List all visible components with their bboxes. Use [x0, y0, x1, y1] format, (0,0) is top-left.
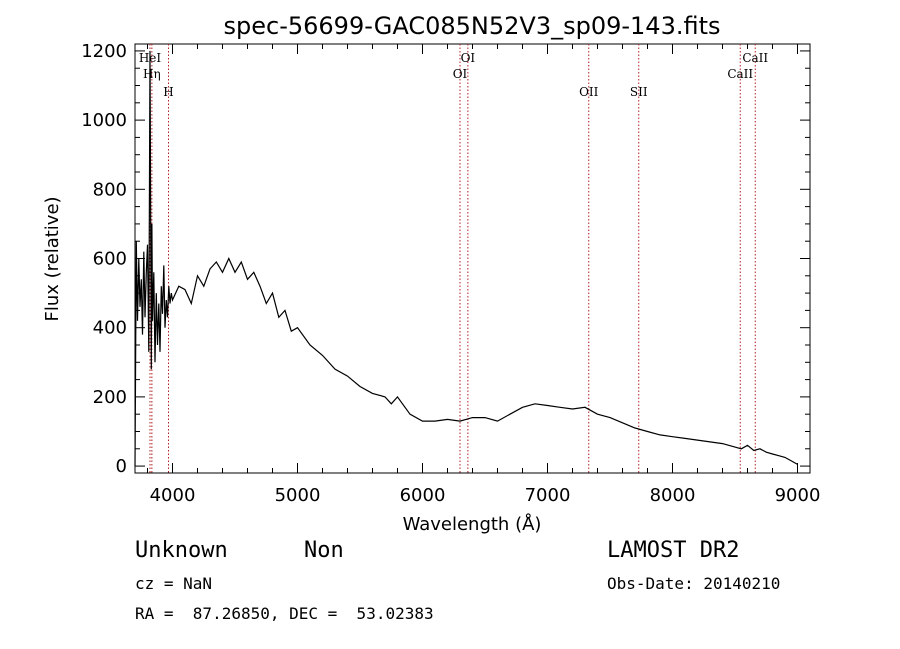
- spectral-line-label: SII: [630, 85, 648, 99]
- chart-title: spec-56699-GAC085N52V3_sp09-143.fits: [224, 12, 721, 40]
- x-tick-label: 4000: [150, 485, 196, 506]
- x-axis-label: Wavelength (Å): [403, 513, 542, 535]
- x-tick-label: 6000: [400, 485, 446, 506]
- y-tick-label: 600: [93, 249, 127, 270]
- y-tick-label: 1200: [81, 41, 127, 62]
- observation-date: Obs-Date: 20140210: [607, 574, 781, 593]
- x-tick-label: 5000: [275, 485, 321, 506]
- spectral-line-label: OI: [461, 51, 476, 65]
- spectral-line-label: Hη: [143, 67, 161, 81]
- x-tick-label: 8000: [650, 485, 696, 506]
- spectral-line-label: CaII: [742, 51, 768, 65]
- coordinates-text: RA = 87.26850, DEC = 53.02383: [135, 604, 434, 623]
- x-tick-label: 9000: [775, 485, 821, 506]
- survey-name: LAMOST DR2: [607, 538, 740, 563]
- redshift-text: cz = NaN: [135, 574, 213, 593]
- y-tick-label: 800: [93, 179, 127, 200]
- y-tick-label: 0: [116, 456, 127, 477]
- y-tick-label: 1000: [81, 110, 127, 131]
- y-tick-label: 400: [93, 318, 127, 339]
- y-axis-label: Flux (relative): [42, 196, 63, 321]
- x-tick-label: 7000: [525, 485, 571, 506]
- object-class: Unknown: [135, 538, 228, 563]
- plot-frame: [134, 43, 811, 474]
- spectral-line-label: CaII: [727, 67, 753, 81]
- axes: 4000 5000 6000 7000 8000 9000 0 200 400 600 800 100…: [81, 41, 820, 506]
- object-subclass: Non: [304, 538, 344, 563]
- spectrum-series-line: [134, 50, 798, 467]
- y-tick-label: 200: [93, 387, 127, 408]
- spectral-line-label: OI: [453, 67, 468, 81]
- spectral-line-label: OII: [579, 85, 599, 99]
- spectral-line-label: H: [163, 85, 173, 99]
